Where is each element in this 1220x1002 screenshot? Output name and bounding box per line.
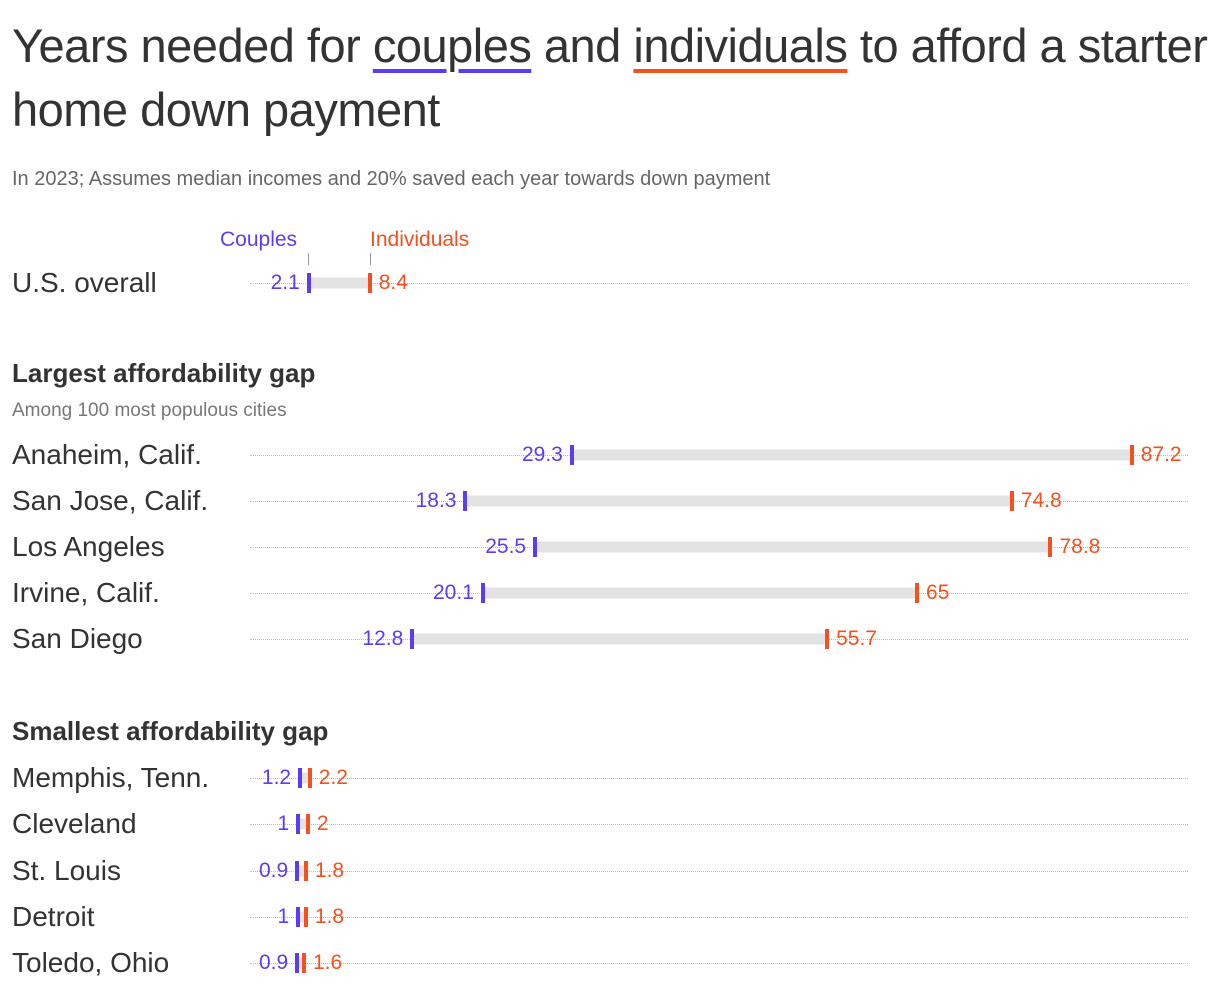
- row-label: San Diego: [12, 623, 143, 654]
- couples-value: 12.8: [362, 627, 404, 650]
- row-label: Cleveland: [12, 808, 137, 839]
- row-label: San Jose, Calif.: [12, 485, 209, 516]
- gap-bar: [412, 633, 828, 645]
- row-label: Toledo, Ohio: [12, 947, 170, 978]
- section-title: Smallest affordability gap: [12, 716, 329, 746]
- individuals-value: 78.8: [1059, 535, 1101, 558]
- couples-value: 25.5: [485, 535, 527, 558]
- individuals-value: 2.2: [318, 766, 348, 789]
- individuals-value: 65: [926, 581, 950, 604]
- couples-value: 1.2: [261, 766, 292, 789]
- couples-value: 18.3: [415, 489, 457, 512]
- couples-marker: [298, 768, 303, 788]
- chart-title: Years needed for couples and individuals…: [12, 19, 1208, 136]
- legend-pointer: [308, 253, 309, 265]
- individuals-marker: [367, 273, 372, 293]
- couples-marker: [296, 814, 301, 834]
- row-gridline: [250, 917, 1188, 918]
- individuals-marker: [301, 953, 306, 973]
- row-label: Anaheim, Calif.: [12, 439, 202, 470]
- gap-bar: [297, 865, 306, 877]
- individuals-marker: [303, 907, 308, 927]
- individuals-marker: [303, 861, 308, 881]
- individuals-marker: [915, 583, 920, 603]
- individuals-value: 2: [316, 812, 329, 835]
- individuals-value: 1.8: [314, 905, 345, 928]
- individuals-value: 1.6: [312, 951, 343, 974]
- row-label: Los Angeles: [12, 531, 165, 562]
- couples-value: 1: [277, 812, 290, 835]
- individuals-marker: [1048, 537, 1053, 557]
- gap-bar: [297, 957, 304, 969]
- row-gridline: [250, 871, 1188, 872]
- individuals-marker: [305, 814, 310, 834]
- gap-bar: [308, 277, 370, 289]
- row-gridline: [250, 283, 1188, 284]
- subtitle: In 2023; Assumes median incomes and 20% …: [12, 168, 771, 190]
- row-label: Irvine, Calif.: [12, 577, 160, 608]
- individuals-value: 1.8: [314, 859, 345, 882]
- couples-marker: [295, 861, 300, 881]
- row-label: U.S. overall: [12, 267, 157, 298]
- legend-couples: Couples: [220, 228, 298, 251]
- individuals-value: 87.2: [1140, 443, 1182, 466]
- couples-marker: [569, 445, 574, 465]
- couples-marker: [295, 953, 300, 973]
- couples-value: 1: [277, 905, 290, 928]
- individuals-marker: [1009, 491, 1014, 511]
- legend-pointer: [370, 253, 371, 265]
- gap-bar: [298, 911, 306, 923]
- gap-bar: [465, 495, 1012, 507]
- gap-bar: [482, 587, 918, 599]
- section-title: Largest affordability gap: [12, 358, 316, 388]
- row-gridline: [250, 824, 1188, 825]
- row-label: St. Louis: [12, 855, 121, 886]
- couples-value: 2.1: [270, 271, 300, 294]
- row-gridline: [250, 778, 1188, 779]
- individuals-value: 8.4: [378, 271, 408, 294]
- couples-marker: [463, 491, 468, 511]
- couples-value: 0.9: [259, 951, 289, 974]
- couples-highlight: couples: [372, 19, 532, 72]
- individuals-marker: [307, 768, 312, 788]
- couples-marker: [410, 629, 415, 649]
- couples-marker: [306, 273, 311, 293]
- gap-bar: [298, 818, 308, 830]
- row-label: Detroit: [12, 901, 95, 932]
- couples-value: 29.3: [521, 443, 563, 466]
- individuals-marker: [825, 629, 830, 649]
- couples-marker: [296, 907, 301, 927]
- gap-bar: [571, 449, 1132, 461]
- couples-marker: [533, 537, 538, 557]
- individuals-highlight: individuals: [633, 19, 848, 72]
- legend-individuals: Individuals: [370, 228, 470, 251]
- couples-value: 20.1: [433, 581, 474, 604]
- gap-bar: [535, 541, 1051, 553]
- couples-marker: [480, 583, 485, 603]
- individuals-value: 74.8: [1020, 489, 1062, 512]
- row-gridline: [250, 963, 1188, 964]
- gap-bar: [300, 772, 310, 784]
- individuals-value: 55.7: [836, 627, 877, 650]
- row-label: Memphis, Tenn.: [12, 762, 210, 793]
- couples-value: 0.9: [259, 859, 289, 882]
- section-note: Among 100 most populous cities: [12, 400, 287, 421]
- individuals-marker: [1129, 445, 1134, 465]
